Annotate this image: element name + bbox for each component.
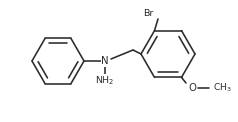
- Text: N: N: [101, 56, 109, 66]
- Text: Br: Br: [143, 10, 153, 19]
- Text: NH$_2$: NH$_2$: [95, 75, 115, 87]
- Text: CH$_3$: CH$_3$: [213, 82, 231, 94]
- Text: O: O: [188, 83, 196, 93]
